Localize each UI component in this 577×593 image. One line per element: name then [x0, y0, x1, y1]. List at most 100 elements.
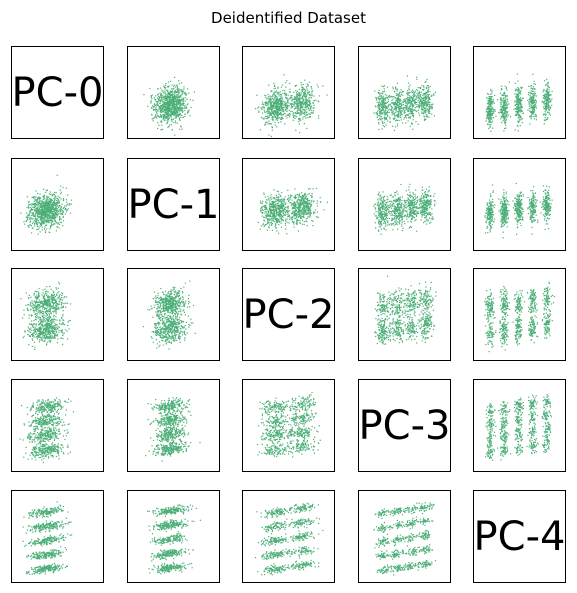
scatter-point: [392, 98, 394, 100]
scatter-point: [397, 93, 399, 95]
scatter-point: [520, 115, 522, 117]
scatter-point: [530, 107, 532, 109]
scatter-point: [294, 196, 296, 198]
scatter-point: [190, 106, 192, 108]
scatter-point: [505, 115, 508, 117]
scatter-point: [492, 98, 494, 100]
scatter-point: [25, 212, 28, 214]
scatter-point: [305, 213, 307, 215]
scatter-point: [390, 106, 392, 108]
scatter-point: [167, 106, 170, 108]
scatter-point: [491, 120, 494, 122]
scatter-point: [175, 108, 177, 110]
scatter-point: [59, 218, 61, 220]
scatter-point: [429, 85, 431, 88]
scatter-point: [292, 221, 294, 224]
scatter-point: [182, 103, 184, 106]
scatter-point: [186, 112, 188, 114]
scatter-point: [297, 105, 299, 107]
scatter-point: [271, 101, 273, 103]
scatter-point: [53, 220, 56, 222]
scatter-point: [410, 108, 412, 110]
scatter-point: [309, 101, 311, 103]
scatter-point: [177, 110, 179, 112]
scatter-point: [416, 89, 418, 91]
scatter-point: [522, 112, 524, 114]
scatter-point: [383, 111, 385, 113]
scatter-point: [41, 209, 43, 211]
scatter-point: [374, 90, 376, 92]
scatter-point: [44, 215, 47, 217]
scatter-point: [382, 101, 384, 103]
scatter-point: [172, 95, 174, 98]
scatter-point: [150, 107, 153, 109]
scatter-point: [181, 114, 183, 116]
scatter-point: [542, 97, 544, 99]
scatter-point: [422, 97, 424, 99]
scatter-point: [60, 209, 62, 211]
scatter-point: [279, 114, 281, 116]
scatter-point: [274, 94, 276, 96]
scatter-point: [162, 111, 164, 113]
scatter-point: [179, 114, 182, 116]
scatter-point: [175, 98, 177, 100]
scatter-point: [298, 208, 300, 210]
scatter-point: [150, 95, 152, 97]
scatter-point: [42, 216, 44, 218]
scatter-point: [182, 90, 184, 92]
scatter-point: [544, 80, 546, 82]
scatter-point: [47, 207, 49, 209]
scatter-point: [302, 99, 304, 101]
scatter-point: [293, 201, 295, 203]
scatter-point: [489, 124, 491, 126]
scatter-point: [43, 207, 45, 209]
scatter-point: [47, 205, 49, 207]
scatter-point: [46, 198, 48, 200]
scatter-point: [424, 112, 427, 114]
scatter-point: [418, 98, 420, 100]
scatter-point: [277, 116, 279, 118]
scatter-point: [382, 104, 384, 106]
scatter-point: [288, 197, 290, 199]
scatter-point: [502, 101, 504, 103]
scatter-point: [313, 200, 315, 202]
scatter-point: [179, 100, 181, 103]
scatter-point: [176, 102, 178, 104]
scatter-point: [32, 196, 34, 198]
scatter-point: [56, 202, 58, 205]
scatter-point: [36, 211, 38, 213]
scatter-point: [305, 97, 307, 99]
scatter-point: [173, 121, 175, 124]
scatter-point: [275, 108, 277, 110]
scatter-point: [261, 108, 263, 110]
scatter-point: [381, 103, 383, 105]
scatter-point: [287, 208, 289, 210]
scatter-point: [298, 215, 300, 217]
scatter-point: [273, 105, 275, 108]
scatter-point: [51, 213, 53, 215]
scatter-point: [37, 200, 39, 202]
scatter-point: [546, 91, 548, 93]
scatter-point: [400, 102, 402, 104]
scatter-point: [290, 107, 292, 109]
scatter-point: [404, 105, 406, 107]
scatter-point: [428, 106, 430, 108]
scatter-point: [157, 97, 159, 99]
scatter-point: [33, 200, 35, 202]
scatter-point: [264, 124, 266, 126]
scatter-point: [172, 104, 174, 106]
scatter-point: [308, 193, 310, 195]
scatter-point: [47, 209, 49, 211]
scatter-point: [411, 112, 414, 114]
scatter-point: [275, 100, 277, 102]
scatter-point: [388, 111, 390, 113]
scatter-point: [535, 95, 538, 97]
scatter-point: [50, 225, 52, 227]
scatter-point: [167, 90, 169, 92]
scatter-point: [171, 101, 174, 103]
scatter-point: [505, 95, 507, 98]
scatter-point: [399, 103, 401, 105]
scatter-point: [264, 115, 267, 117]
scatter-point: [173, 105, 175, 107]
scatter-point: [58, 209, 60, 211]
